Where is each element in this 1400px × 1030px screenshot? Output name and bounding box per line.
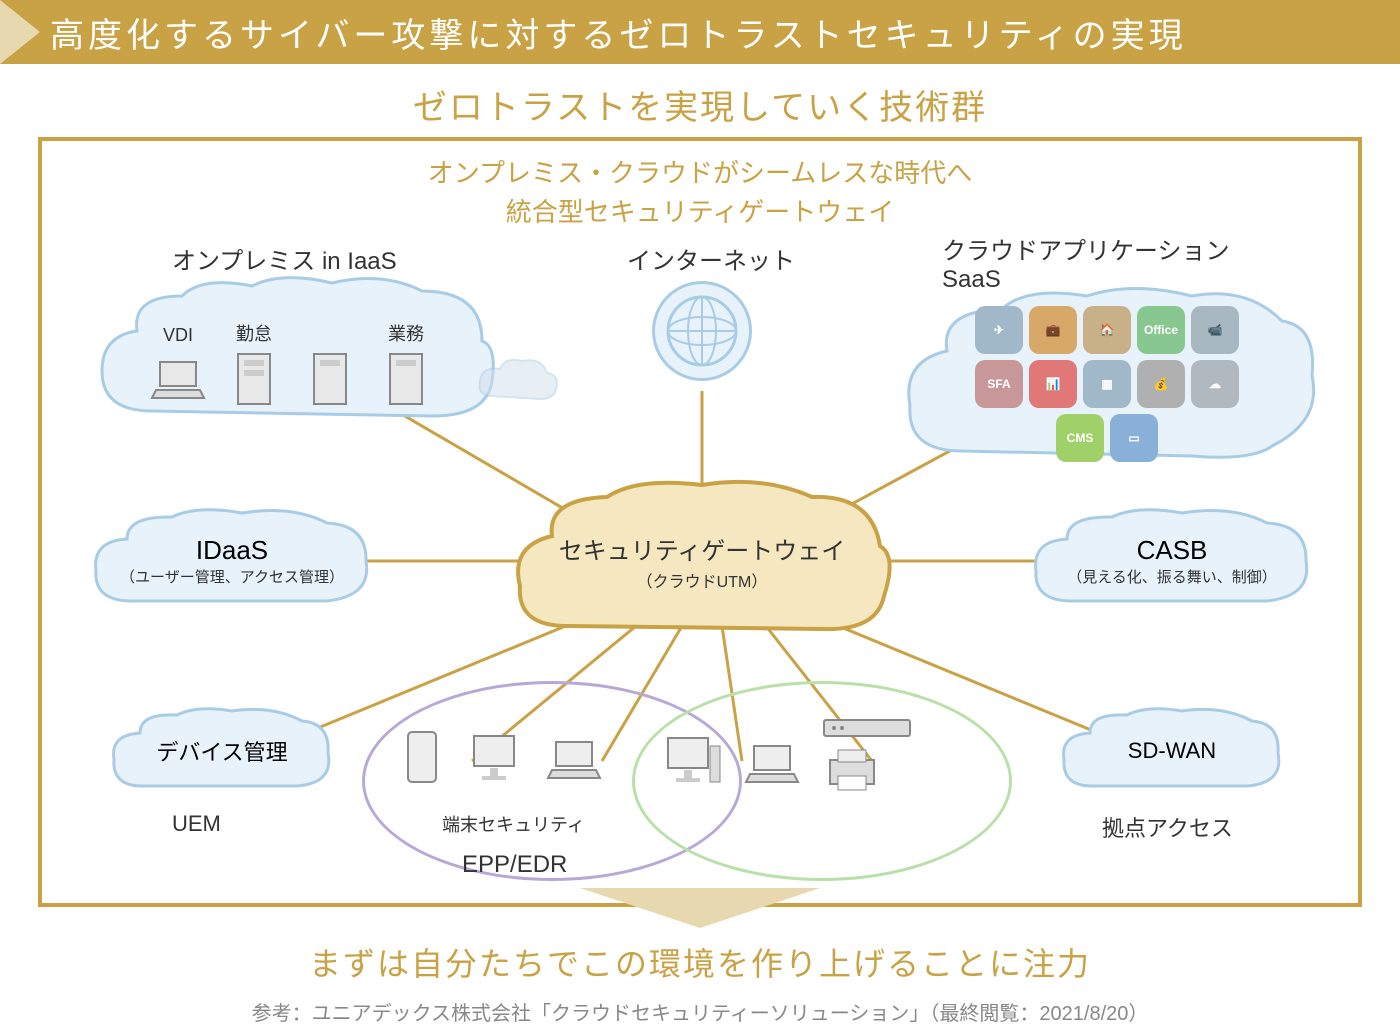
server-icon [226,346,282,410]
printer-icon [822,746,882,794]
diagram-frame: オンプレミス・クラウドがシームレスな時代へ 統合型セキュリティゲートウェイ オン… [38,137,1362,907]
saas-tile: ☁ [1191,360,1239,408]
saas-tile: Office [1137,306,1185,354]
header-bar: 高度化するサイバー攻撃に対するゼロトラストセキュリティの実現 [0,0,1400,64]
router-icon [822,716,912,740]
sdwan-cloud: SD-WAN [1052,701,1292,801]
internet-label: インターネット [627,241,795,276]
site-access-label: 拠点アクセス [1102,811,1233,843]
casb-sub: （見える化、振る舞い、制御） [1067,566,1277,587]
saas-tile: ✈ [975,306,1023,354]
device-title: デバイス管理 [156,735,287,767]
server-icon [302,346,358,410]
saas-tile: 🏠 [1083,306,1131,354]
onprem-cloud: VDI 勤怠 業務 [82,271,502,441]
saas-tile: 💰 [1137,360,1185,408]
device-cloud: デバイス管理 [102,701,342,801]
site-devices [662,716,912,794]
endpoint-sec-label: 端末セキュリティ [442,811,585,837]
saas-tile-grid: ✈💼🏠Office📹 SFA📊▦💰☁ CMS▭ [967,306,1247,462]
saas-tile: 📊 [1029,360,1077,408]
gateway-cloud: セキュリティゲートウェイ （クラウドUTM） [502,471,902,651]
idaas-title: IDaaS [196,535,268,566]
subtitle: ゼロトラストを実現していく技術群 [0,80,1400,129]
sdwan-title: SD-WAN [1128,738,1216,764]
page-title: 高度化するサイバー攻撃に対するゼロトラストセキュリティの実現 [50,8,1187,57]
endpoint-devices [402,726,602,790]
monitor-icon [470,726,518,790]
server-icon [378,346,434,410]
casb-cloud: CASB （見える化、振る舞い、制御） [1022,501,1322,621]
laptop-icon [744,730,800,794]
onprem-item-work: 業務 [378,320,434,346]
onprem-item-vdi: VDI [150,325,206,346]
saas-tile: ▭ [1110,414,1158,462]
laptop-icon [546,726,602,790]
saas-cloud: ✈💼🏠Office📹 SFA📊▦💰☁ CMS▭ [892,281,1322,481]
idaas-sub: （ユーザー管理、アクセス管理） [120,566,344,587]
desktop-icon [662,730,722,794]
saas-tile: CMS [1056,414,1104,462]
saas-tile: 💼 [1029,306,1077,354]
tablet-icon [402,726,442,790]
chevron-icon [0,0,40,64]
laptop-icon [150,346,206,410]
bottom-message: まずは自分たちでこの環境を作り上げることに注力 [0,939,1400,985]
uem-label: UEM [172,811,221,837]
globe-icon [652,281,752,381]
casb-title: CASB [1137,535,1208,566]
reference-text: 参考：ユニアデックス株式会社「クラウドセキュリティーソリューション」（最終閲覧：… [0,997,1400,1026]
saas-tile: 📹 [1191,306,1239,354]
gateway-title: セキュリティゲートウェイ [559,531,846,566]
gateway-sub: （クラウドUTM） [637,568,768,592]
saas-tile: ▦ [1083,360,1131,408]
idaas-cloud: IDaaS （ユーザー管理、アクセス管理） [82,501,382,621]
onprem-item-attend: 勤怠 [226,320,282,346]
epp-edr-label: EPP/EDR [462,851,567,879]
saas-tile: SFA [975,360,1023,408]
arrow-down-icon [580,888,820,928]
